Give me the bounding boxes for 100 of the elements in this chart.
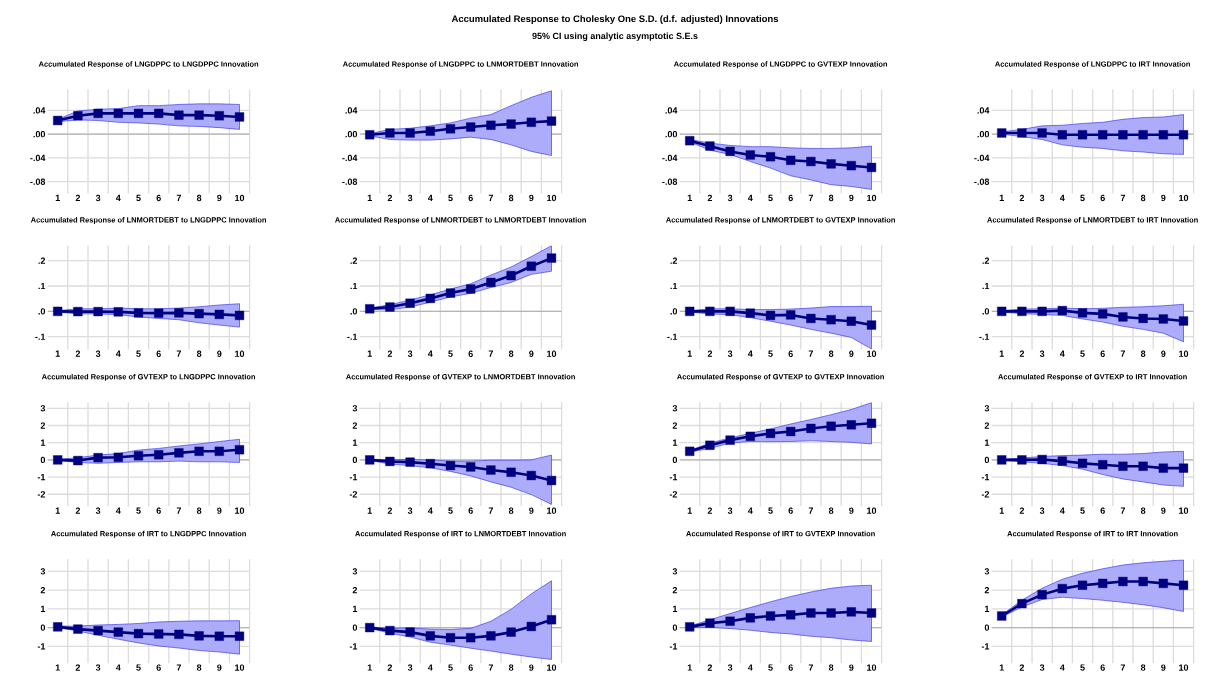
- x-tick-label: 7: [1120, 664, 1126, 671]
- x-tick-label: 5: [768, 664, 773, 671]
- y-tick-label: .00: [33, 130, 46, 138]
- x-tick-label: 10: [235, 507, 245, 514]
- x-tick-label: 3: [727, 350, 733, 357]
- x-tick-label: 1: [999, 664, 1004, 671]
- x-tick-label: 3: [1039, 350, 1045, 357]
- y-tick-label: -2: [349, 491, 358, 498]
- x-tick-label: 5: [1080, 194, 1085, 202]
- x-tick-label: 7: [1120, 350, 1126, 357]
- x-tick-label: 9: [217, 664, 222, 671]
- x-tick-label: 9: [217, 350, 222, 357]
- x-tick-label: 3: [407, 194, 413, 202]
- x-tick-label: 8: [196, 507, 202, 514]
- x-tick-label: 6: [468, 350, 473, 357]
- y-tick-label: .00: [977, 130, 990, 138]
- x-tick-label: 3: [727, 507, 733, 514]
- y-tick-label: 0: [40, 456, 46, 464]
- x-tick-label: 2: [75, 664, 81, 671]
- y-tick-label: .1: [350, 282, 358, 290]
- x-tick-label: 4: [427, 664, 433, 671]
- x-tick-label: 8: [1140, 507, 1146, 514]
- x-tick-label: 4: [747, 507, 753, 514]
- x-tick-label: 6: [156, 507, 161, 514]
- y-tick-label: 3: [672, 405, 678, 412]
- x-tick-label: 10: [867, 194, 877, 202]
- x-tick-label: 9: [849, 194, 854, 202]
- x-tick-label: 4: [427, 350, 433, 357]
- y-tick-label: -1: [981, 643, 990, 650]
- y-tick-label: -2: [981, 491, 990, 498]
- y-tick-label: 3: [40, 568, 46, 575]
- x-tick-label: 7: [488, 350, 494, 357]
- x-tick-label: 10: [1179, 350, 1189, 357]
- x-tick-label: 3: [95, 507, 101, 514]
- y-tick-label: .0: [38, 308, 46, 315]
- x-tick-label: 4: [115, 350, 121, 357]
- y-tick-label: 3: [984, 568, 990, 575]
- x-tick-label: 9: [1161, 350, 1166, 357]
- x-tick-label: 1: [55, 507, 60, 514]
- x-tick-label: 1: [55, 194, 60, 201]
- text: 95% CI using analytic asymptotic S.E.s: [532, 32, 698, 41]
- x-tick-label: 6: [788, 350, 793, 357]
- y-tick-label: -1: [37, 643, 46, 650]
- x-tick-label: 10: [867, 350, 877, 357]
- y-tick-label: 2: [352, 422, 358, 429]
- x-tick-label: 2: [707, 664, 713, 671]
- x-tick-label: 9: [849, 664, 854, 671]
- x-tick-label: 8: [828, 194, 834, 202]
- y-tick-label: -1: [37, 474, 46, 481]
- x-tick-label: 7: [808, 507, 814, 514]
- x-tick-label: 5: [136, 194, 141, 202]
- x-tick-label: 1: [687, 194, 692, 201]
- y-tick-label: -1: [981, 474, 990, 481]
- x-tick-label: 2: [1019, 664, 1025, 671]
- x-tick-label: 4: [115, 664, 121, 671]
- x-tick-label: 10: [235, 194, 245, 202]
- y-tick-label: 3: [352, 568, 358, 575]
- x-tick-label: 1: [367, 664, 372, 671]
- y-tick-label: 2: [672, 586, 678, 594]
- x-tick-label: 9: [529, 194, 534, 202]
- x-tick-label: 2: [707, 507, 713, 514]
- x-tick-label: 6: [1100, 350, 1105, 357]
- y-tick-label: .1: [982, 282, 990, 290]
- x-tick-label: 6: [468, 194, 473, 202]
- x-tick-label: 8: [508, 664, 514, 671]
- y-tick-label: 2: [40, 422, 46, 429]
- x-tick-label: 6: [788, 664, 793, 671]
- x-tick-label: 8: [196, 350, 202, 357]
- x-tick-label: 7: [176, 350, 181, 357]
- x-tick-label: 10: [1179, 194, 1189, 202]
- y-tick-label: -2: [669, 491, 678, 498]
- y-tick-label: 0: [672, 456, 678, 464]
- x-tick-label: 2: [1019, 507, 1025, 514]
- x-tick-label: 2: [75, 507, 81, 514]
- x-tick-label: 7: [808, 194, 814, 201]
- x-tick-label: 1: [687, 664, 692, 671]
- x-tick-label: 5: [136, 350, 141, 357]
- x-tick-label: 7: [488, 194, 494, 201]
- y-tick-label: -.08: [974, 178, 990, 185]
- x-tick-label: 4: [1059, 350, 1065, 357]
- y-tick-label: 2: [40, 586, 46, 594]
- x-tick-label: 3: [1039, 507, 1045, 514]
- x-tick-label: 10: [547, 507, 557, 514]
- x-tick-label: 5: [448, 507, 453, 514]
- y-tick-label: 1: [984, 605, 990, 612]
- x-tick-label: 1: [999, 194, 1004, 201]
- x-tick-label: 5: [448, 664, 453, 671]
- x-tick-label: 2: [387, 507, 393, 514]
- x-tick-label: 8: [828, 664, 834, 671]
- x-tick-label: 10: [1179, 507, 1189, 514]
- y-tick-label: .04: [33, 107, 46, 114]
- y-tick-label: -.1: [667, 333, 678, 340]
- x-tick-label: 2: [387, 194, 393, 202]
- y-tick-label: -.08: [342, 178, 358, 185]
- text: Accumulated Response to Cholesky One S.D. (d.f. adjusted) Innovations: [451, 15, 779, 24]
- x-tick-label: 5: [768, 194, 773, 202]
- y-tick-label: 2: [984, 422, 990, 429]
- y-tick-label: .04: [977, 107, 990, 114]
- x-tick-label: 9: [217, 194, 222, 202]
- x-tick-label: 10: [1179, 664, 1189, 671]
